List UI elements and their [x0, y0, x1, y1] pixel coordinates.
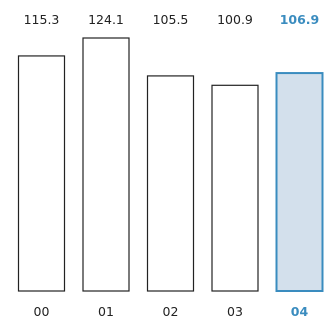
bars-group [17, 37, 324, 292]
tick-label-04: 04 [291, 304, 309, 319]
bar-00 [17, 55, 66, 292]
bar-04 [275, 72, 324, 292]
tick-labels-group: 00 01 02 03 04 [34, 304, 309, 319]
bar-03 [211, 84, 259, 292]
bar-02 [146, 75, 195, 292]
tick-label-03: 03 [227, 304, 243, 319]
value-label-01: 124.1 [88, 12, 124, 27]
value-label-00: 115.3 [24, 12, 60, 27]
tick-label-00: 00 [34, 304, 50, 319]
value-labels-group: 115.3 124.1 105.5 100.9 106.9 [24, 12, 320, 27]
tick-label-02: 02 [163, 304, 179, 319]
bar-01 [82, 37, 130, 292]
tick-label-01: 01 [98, 304, 114, 319]
value-label-02: 105.5 [153, 12, 189, 27]
value-label-03: 100.9 [217, 12, 253, 27]
value-label-04: 106.9 [280, 12, 320, 27]
